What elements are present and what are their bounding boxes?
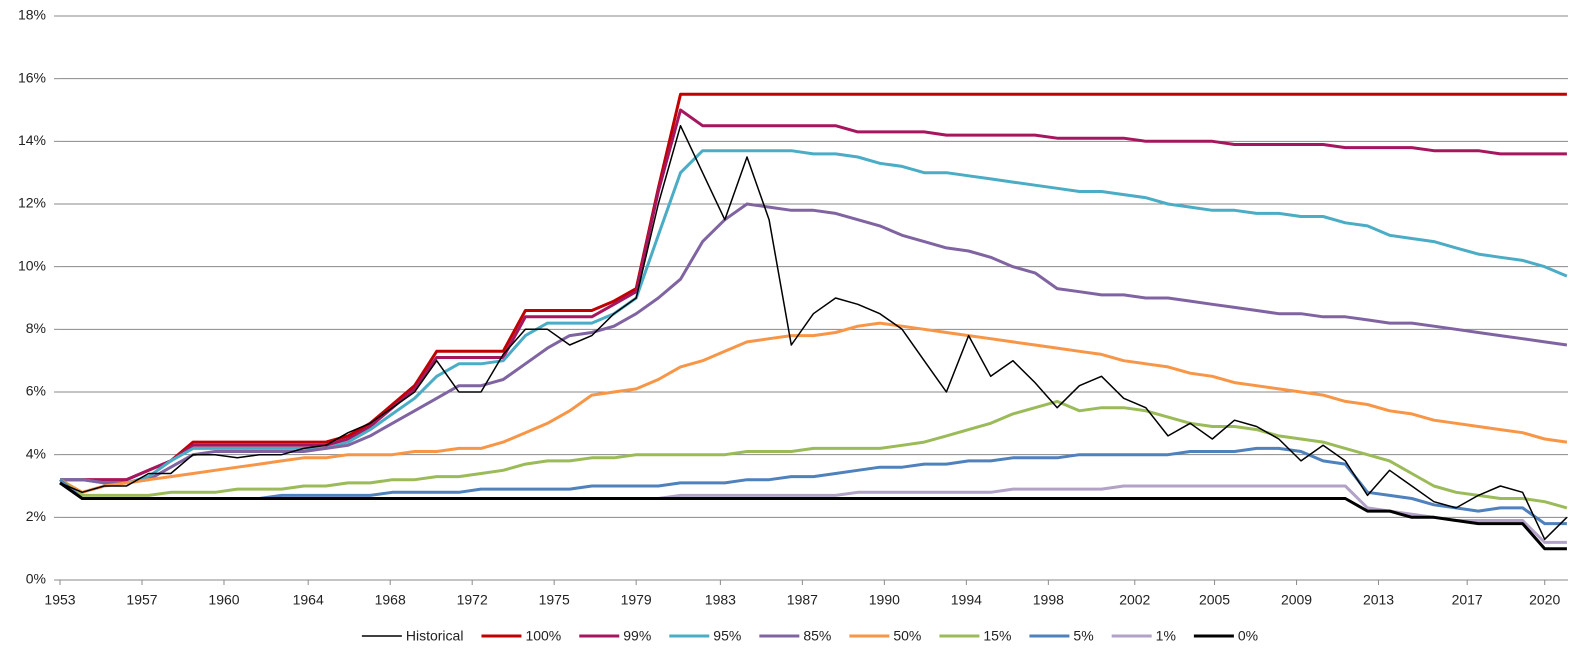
x-tick-label: 2017 bbox=[1452, 592, 1483, 608]
y-tick-label: 18% bbox=[18, 7, 46, 23]
x-tick-label: 1975 bbox=[539, 592, 570, 608]
series-line bbox=[59, 481, 1567, 551]
series-line bbox=[59, 446, 1567, 526]
x-tick-label: 1957 bbox=[126, 592, 157, 608]
series-line bbox=[60, 108, 1567, 482]
y-tick-label: 2% bbox=[26, 508, 46, 524]
legend: Historical 100% 99% 95% 85% 50% 15% 5% 1% 0% bbox=[361, 628, 1258, 644]
y-tick-label: 4% bbox=[26, 445, 46, 461]
y-tick-label: 10% bbox=[18, 257, 46, 273]
legend-label: 0% bbox=[1238, 628, 1258, 644]
y-tick-label: 8% bbox=[26, 320, 46, 336]
legend-label: 15% bbox=[983, 628, 1011, 644]
x-tick-label: 1994 bbox=[951, 592, 982, 608]
series-line bbox=[59, 399, 1568, 510]
x-tick-label: 2002 bbox=[1119, 592, 1150, 608]
y-tick-label: 16% bbox=[18, 69, 46, 85]
x-tick-label: 2013 bbox=[1363, 592, 1394, 608]
legend-label: 99% bbox=[623, 628, 651, 644]
legend-label: 50% bbox=[893, 628, 921, 644]
x-tick-label: 2020 bbox=[1529, 592, 1560, 608]
series-line bbox=[59, 124, 1568, 541]
x-tick-label: 1972 bbox=[457, 592, 488, 608]
x-tick-label: 1987 bbox=[787, 592, 818, 608]
x-tick-label: 1964 bbox=[293, 592, 324, 608]
x-tick-label: 1990 bbox=[869, 592, 900, 608]
x-tick-label: 1979 bbox=[621, 592, 652, 608]
series-line bbox=[60, 149, 1568, 485]
y-tick-label: 6% bbox=[26, 383, 46, 399]
legend-label: Historical bbox=[406, 628, 464, 644]
y-tick-label: 0% bbox=[26, 571, 46, 587]
x-tick-label: 1983 bbox=[705, 592, 736, 608]
x-tick-label: 1953 bbox=[44, 592, 75, 608]
legend-label: 100% bbox=[525, 628, 561, 644]
legend-label: 1% bbox=[1156, 628, 1176, 644]
x-tick-label: 1960 bbox=[208, 592, 239, 608]
series-line bbox=[60, 92, 1567, 482]
series-line bbox=[60, 202, 1568, 485]
legend-label: 5% bbox=[1073, 628, 1093, 644]
x-tick-label: 2005 bbox=[1199, 592, 1230, 608]
x-tick-label: 1968 bbox=[375, 592, 406, 608]
y-tick-label: 12% bbox=[18, 195, 46, 211]
series-line bbox=[59, 481, 1567, 544]
legend-label: 85% bbox=[803, 628, 831, 644]
legend-label: 95% bbox=[713, 628, 741, 644]
y-tick-label: 14% bbox=[18, 132, 46, 148]
x-tick-label: 2009 bbox=[1281, 592, 1312, 608]
x-tick-label: 1998 bbox=[1033, 592, 1064, 608]
series-line bbox=[59, 321, 1568, 494]
